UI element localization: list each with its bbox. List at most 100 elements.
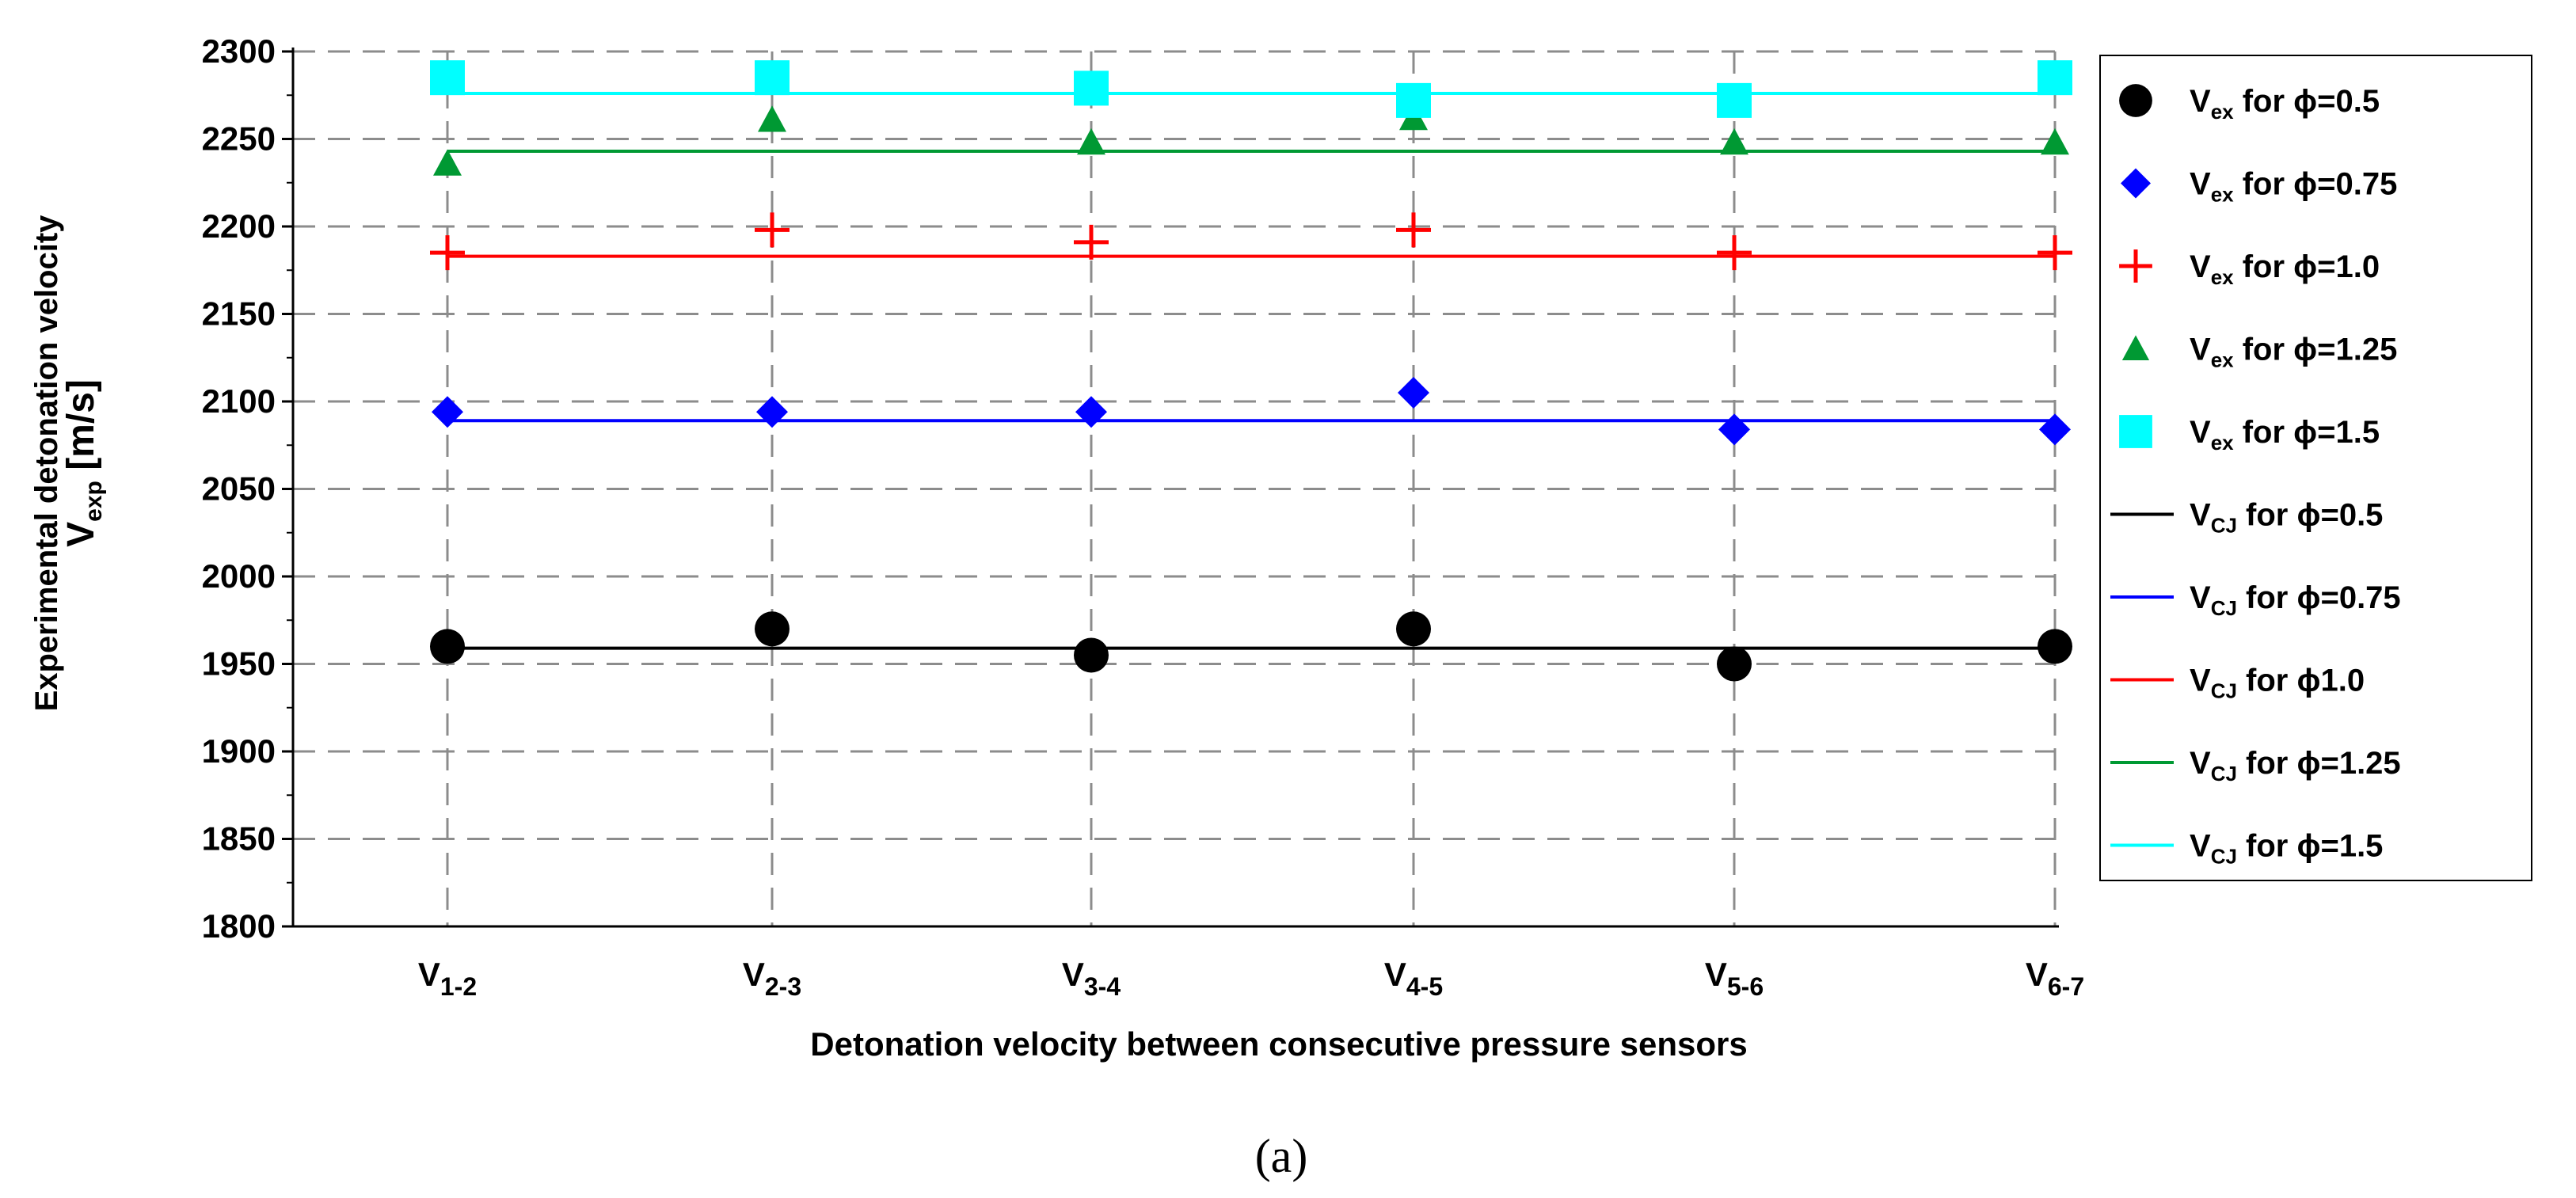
legend-label-sub: CJ bbox=[2211, 762, 2237, 785]
y-axis-label: Experimental detonation velocity bbox=[29, 215, 64, 712]
y-ticks: 1800 1850 1900 1950 2000 2050 2100 2150 2200 2250… bbox=[202, 32, 293, 945]
legend-label-text: for ϕ=0.75 bbox=[2234, 167, 2398, 202]
axes bbox=[291, 48, 2059, 928]
x-tick-sub: 2-3 bbox=[765, 972, 801, 1001]
x-tick-sub: 4-5 bbox=[1406, 972, 1443, 1001]
legend-label-main: V bbox=[2190, 84, 2211, 119]
y-tick-label: 2000 bbox=[202, 557, 276, 595]
y-tick-label: 1800 bbox=[202, 907, 276, 945]
data-point-square bbox=[1396, 82, 1431, 118]
figure-caption: (a) bbox=[1255, 1130, 1308, 1182]
legend-label-text: for ϕ=1.25 bbox=[2237, 746, 2401, 781]
data-point-circle bbox=[2038, 629, 2072, 664]
legend-label-sub: ex bbox=[2211, 431, 2234, 454]
legend-label-text: for ϕ=1.25 bbox=[2234, 333, 2398, 367]
y-tick-label: 1950 bbox=[202, 645, 276, 683]
grid bbox=[293, 50, 2057, 926]
data-point-plus bbox=[1717, 235, 1752, 271]
data-point-triangle bbox=[2121, 335, 2150, 361]
x-axis-label: Detonation velocity between consecutive … bbox=[810, 1025, 1747, 1063]
y-tick-label: 1900 bbox=[202, 732, 276, 770]
x-tick-main: V bbox=[743, 956, 765, 993]
data-point-plus bbox=[755, 212, 790, 248]
y-axis-label-unit: Vexp [m/s] bbox=[60, 379, 107, 547]
legend-label-main: V bbox=[2190, 664, 2211, 698]
data-point-square bbox=[1074, 70, 1109, 106]
data-point-plus bbox=[430, 235, 465, 271]
y-tick-label: 2150 bbox=[202, 295, 276, 333]
y-tick-label: 1850 bbox=[202, 820, 276, 858]
legend-label-main: V bbox=[2190, 333, 2211, 367]
data-point-circle bbox=[2119, 84, 2152, 117]
x-tick-label: V2-3 bbox=[743, 956, 801, 1001]
data-point-plus bbox=[1396, 212, 1431, 248]
data-point-triangle bbox=[1077, 127, 1105, 155]
y-tick-label: 2200 bbox=[202, 207, 276, 245]
data-point-circle bbox=[1717, 646, 1752, 682]
data-point-diamond bbox=[1718, 413, 1750, 446]
x-tick-label: V5-6 bbox=[1705, 956, 1764, 1001]
legend-label-text: for ϕ1.0 bbox=[2237, 664, 2365, 698]
legend-label-text: for ϕ=1.5 bbox=[2234, 415, 2380, 450]
legend-label-sub: ex bbox=[2211, 348, 2234, 372]
legend-label-main: V bbox=[2190, 580, 2211, 615]
legend-label: VCJ for ϕ=1.25 bbox=[2190, 746, 2401, 785]
data-point-square bbox=[1717, 82, 1752, 118]
legend-label-sub: CJ bbox=[2211, 596, 2237, 620]
legend-label-text: for ϕ=0.5 bbox=[2234, 84, 2380, 119]
x-tick-main: V bbox=[1705, 956, 1727, 993]
x-ticks: V1-2 V2-3 V3-4 V4-5 V5-6 V6-7 bbox=[418, 956, 2084, 1001]
legend-label: Vex for ϕ=1.5 bbox=[2190, 415, 2380, 454]
data-point-plus bbox=[2038, 235, 2072, 271]
legend-label-main: V bbox=[2190, 829, 2211, 864]
x-tick-main: V bbox=[1384, 956, 1406, 993]
x-tick-label: V3-4 bbox=[1062, 956, 1121, 1001]
legend-label: VCJ for ϕ=1.5 bbox=[2190, 829, 2383, 869]
legend-label: VCJ for ϕ1.0 bbox=[2190, 664, 2365, 703]
data-point-circle bbox=[755, 611, 790, 647]
data-point-diamond bbox=[2121, 168, 2151, 199]
legend-label-main: V bbox=[2190, 167, 2211, 202]
x-tick-main: V bbox=[418, 956, 440, 993]
legend-label-text: for ϕ=1.0 bbox=[2234, 249, 2380, 284]
x-tick-sub: 6-7 bbox=[2048, 972, 2084, 1001]
y-tick-label: 2300 bbox=[202, 32, 276, 70]
legend-label: Vex for ϕ=0.5 bbox=[2190, 84, 2380, 124]
data-point-diamond bbox=[432, 396, 463, 428]
x-tick-sub: 1-2 bbox=[440, 972, 477, 1001]
data-markers bbox=[430, 60, 2072, 682]
x-tick-sub: 5-6 bbox=[1727, 972, 1764, 1001]
data-point-triangle bbox=[433, 149, 462, 176]
legend-label-sub: ex bbox=[2211, 100, 2234, 124]
legend-label: Vex for ϕ=1.25 bbox=[2190, 333, 2397, 372]
legend-label-sub: ex bbox=[2211, 265, 2234, 289]
data-point-circle bbox=[430, 629, 465, 664]
x-tick-main: V bbox=[2026, 956, 2048, 993]
data-point-circle bbox=[1074, 637, 1109, 673]
legend-label: VCJ for ϕ=0.75 bbox=[2190, 580, 2401, 620]
data-point-diamond bbox=[756, 396, 788, 428]
y-axis-label-sub: exp bbox=[81, 481, 107, 522]
legend-label: Vex for ϕ=1.0 bbox=[2190, 249, 2380, 289]
data-point-triangle bbox=[758, 105, 786, 132]
data-point-square bbox=[430, 60, 465, 96]
data-point-plus bbox=[1074, 224, 1109, 260]
legend-label: VCJ for ϕ=0.5 bbox=[2190, 498, 2383, 538]
data-point-triangle bbox=[2041, 127, 2069, 155]
data-point-plus bbox=[2119, 249, 2152, 283]
legend-label-main: V bbox=[2190, 249, 2211, 284]
data-point-diamond bbox=[2039, 413, 2071, 446]
legend-label-sub: CJ bbox=[2211, 679, 2237, 703]
x-tick-label: V6-7 bbox=[2026, 956, 2084, 1001]
y-axis-label-main: V bbox=[60, 522, 102, 547]
legend-label-sub: CJ bbox=[2211, 845, 2237, 869]
y-tick-label: 2050 bbox=[202, 470, 276, 508]
data-point-square bbox=[755, 60, 790, 96]
y-tick-label: 2250 bbox=[202, 120, 276, 158]
x-tick-label: V4-5 bbox=[1384, 956, 1443, 1001]
x-tick-main: V bbox=[1062, 956, 1084, 993]
data-point-triangle bbox=[1720, 127, 1748, 155]
legend-label-text: for ϕ=0.75 bbox=[2237, 580, 2401, 615]
